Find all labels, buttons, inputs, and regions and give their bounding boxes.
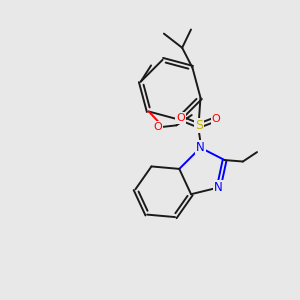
Text: N: N: [214, 181, 223, 194]
Text: O: O: [154, 122, 163, 132]
Text: S: S: [195, 119, 203, 132]
Text: N: N: [196, 141, 205, 154]
Text: O: O: [212, 114, 220, 124]
Text: O: O: [176, 113, 185, 123]
